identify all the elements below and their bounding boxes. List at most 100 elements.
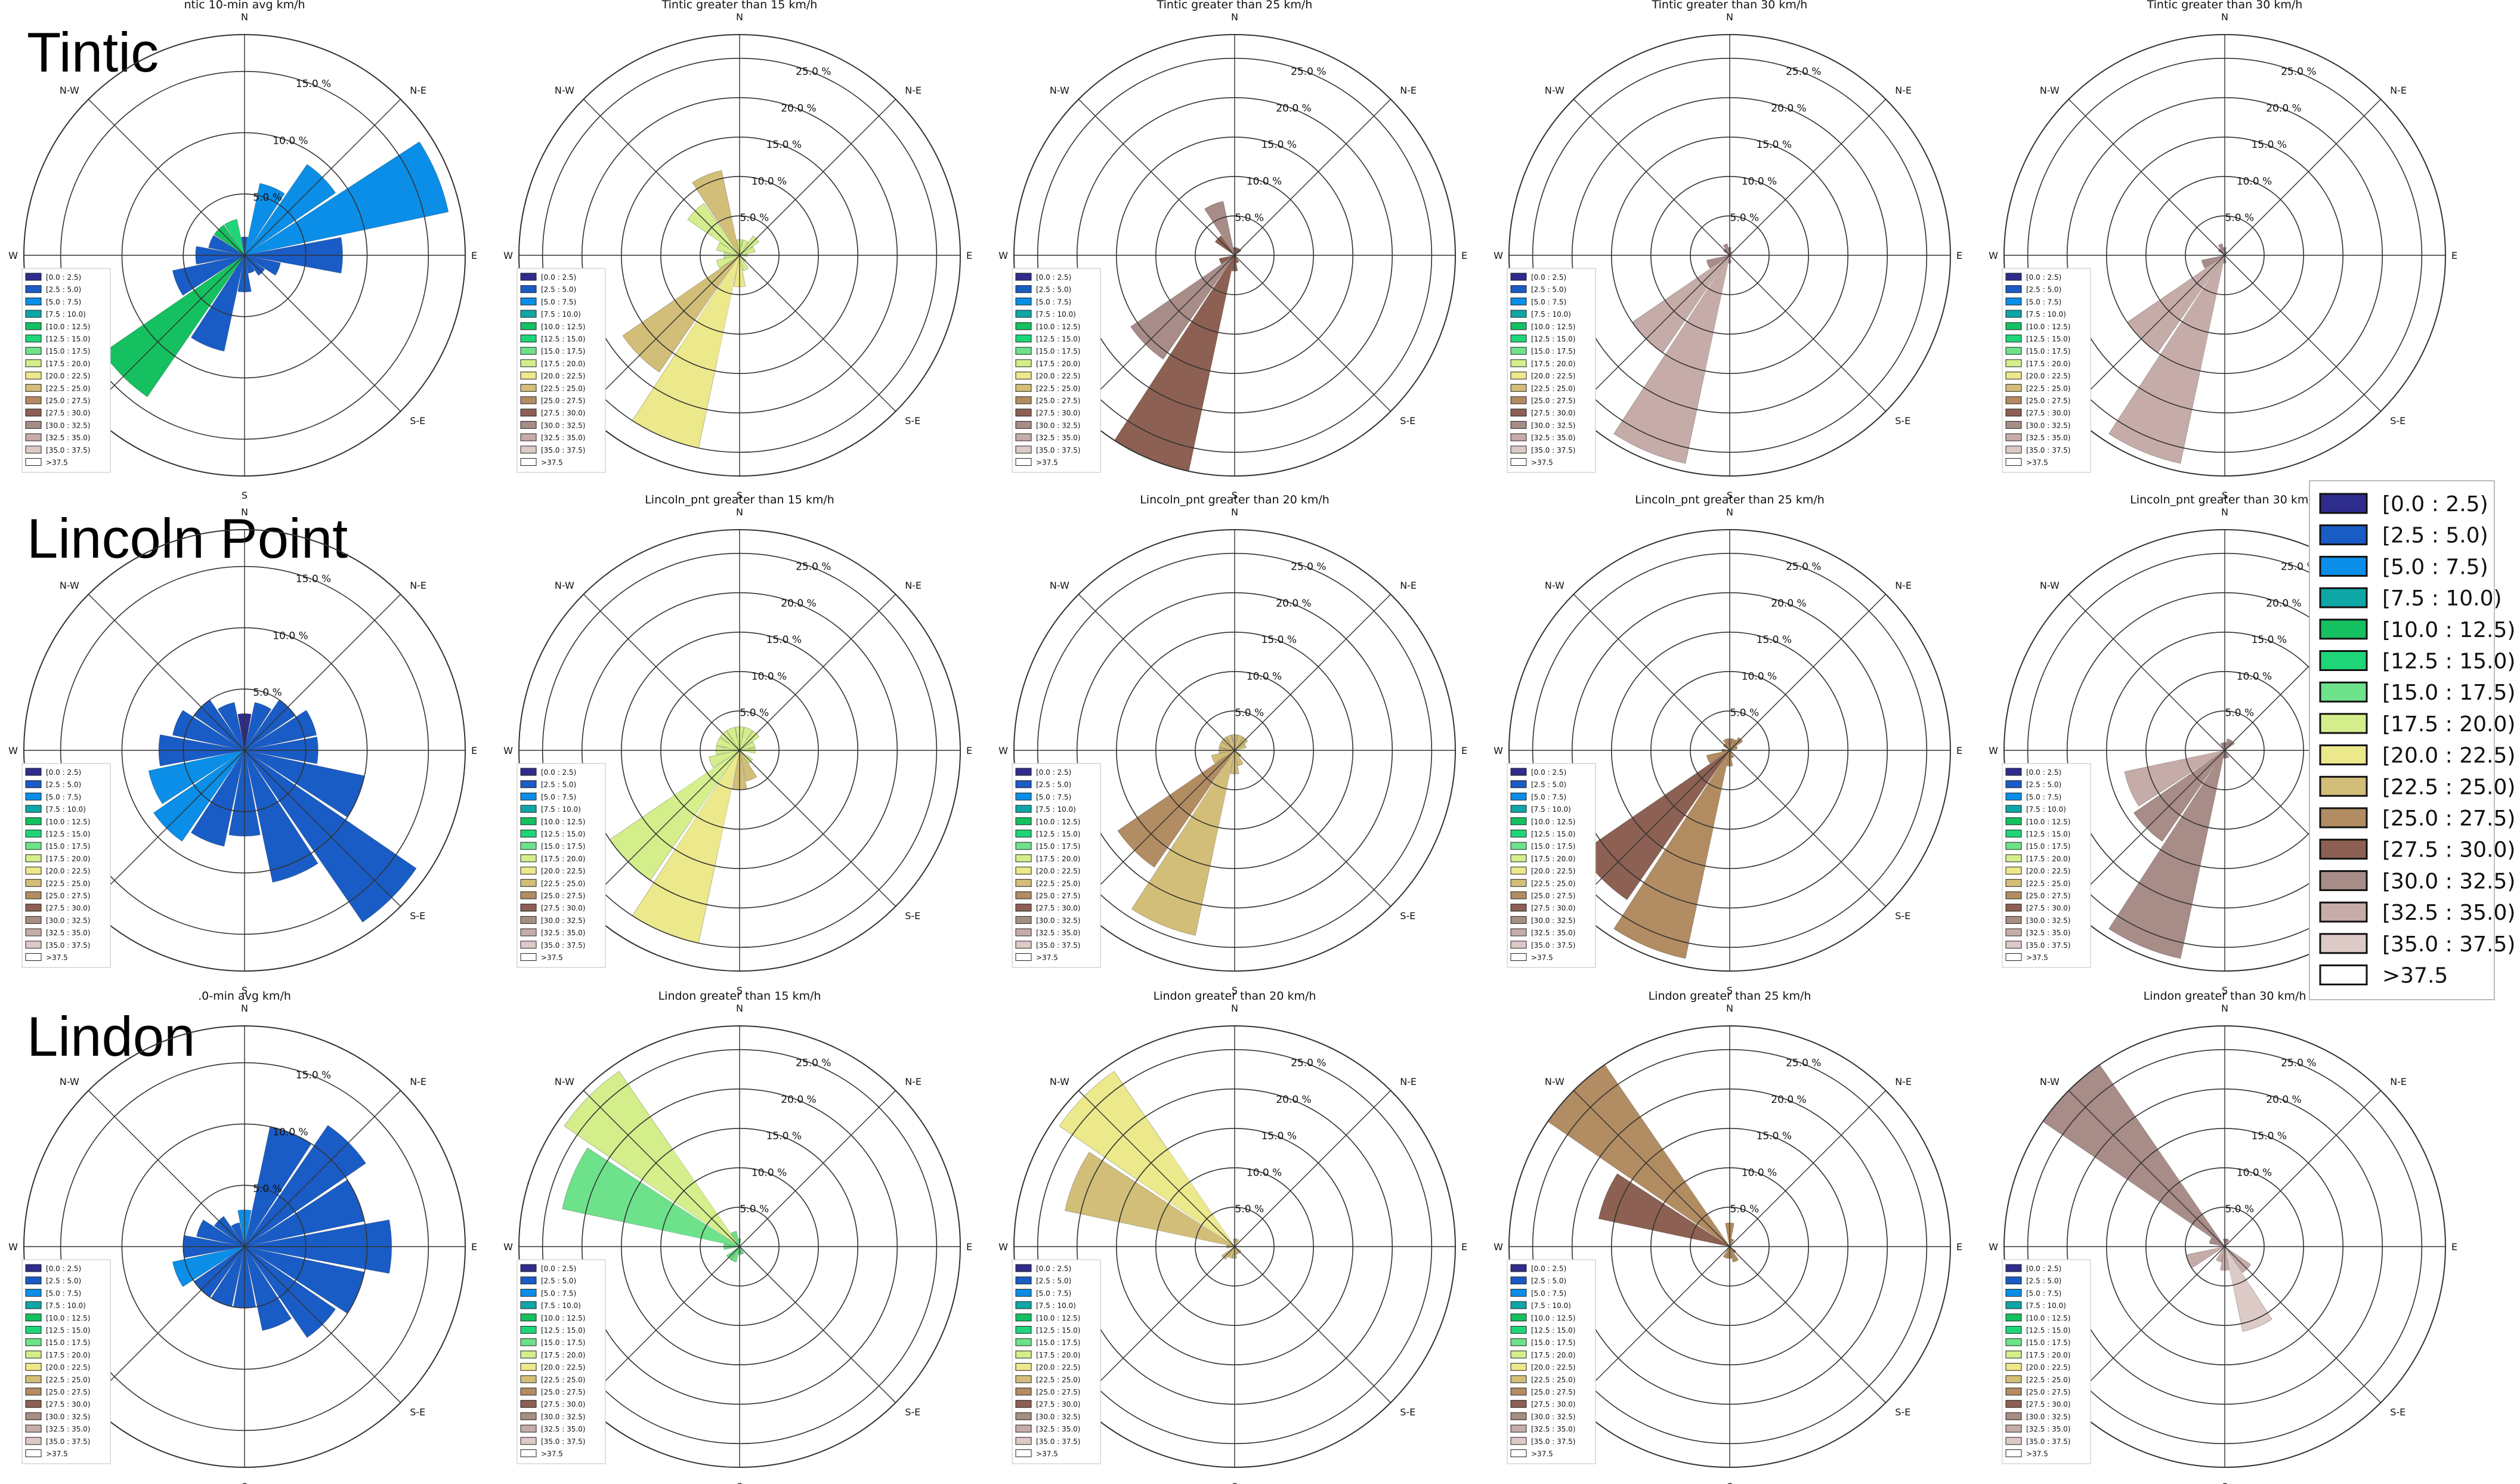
ring-label: 25.0 % (796, 66, 831, 78)
small-legend-swatch (2005, 384, 2022, 392)
windrose-sector-core (713, 208, 740, 255)
direction-label: W (8, 745, 18, 756)
ring-label: 20.0 % (2266, 103, 2301, 115)
small-legend-label: [12.5 : 15.0) (541, 830, 585, 839)
small-legend-swatch (25, 1375, 42, 1383)
small-legend-swatch (1510, 310, 1527, 318)
direction-label: E (966, 1241, 972, 1253)
direction-label: N (241, 11, 248, 23)
small-legend-swatch (2005, 297, 2022, 305)
small-legend-swatch (520, 830, 537, 837)
windrose-panel: 5.0 %10.0 %15.0 %20.0 %25.0 %NN-EES-ESS-… (1494, 0, 1962, 501)
legend-label: [30.0 : 32.5) (2382, 869, 2515, 894)
small-legend-swatch (1510, 916, 1527, 924)
small-legend-label: [30.0 : 32.5) (1036, 1412, 1080, 1421)
direction-label: S (1727, 490, 1733, 501)
small-legend-swatch (2005, 842, 2022, 850)
direction-label: N-W (555, 580, 574, 591)
ring-label: 25.0 % (1786, 561, 1821, 573)
small-legend-swatch (1510, 1301, 1527, 1309)
small-legend-label: [7.5 : 10.0) (46, 310, 86, 319)
direction-label: W (1494, 1241, 1503, 1253)
windrose-panel: 5.0 %10.0 %15.0 %20.0 %25.0 %NN-EES-ESS-… (503, 990, 972, 1484)
legend-label: [32.5 : 35.0) (2382, 901, 2515, 925)
windrose-panel: 5.0 %10.0 %15.0 %NN-EES-ESS-WWN-W[0.0 : … (8, 506, 477, 996)
small-legend-label: [2.5 : 5.0) (541, 286, 576, 294)
direction-label: S (2222, 1481, 2228, 1484)
small-legend-label: [27.5 : 30.0) (2026, 904, 2070, 913)
small-legend-swatch (25, 768, 42, 776)
direction-label: E (1461, 745, 1467, 756)
panel-title: Lincoln_pnt greater than 20 km/h (1140, 493, 1329, 506)
small-legend-label: [2.5 : 5.0) (1036, 781, 1071, 789)
ring-label: 20.0 % (781, 598, 816, 610)
windrose-sector-core (2220, 1247, 2225, 1256)
small-legend-swatch (25, 1288, 42, 1297)
small-legend-label: [0.0 : 2.5) (46, 273, 81, 282)
small-legend-label: [22.5 : 25.0) (46, 879, 90, 888)
small-legend-swatch (2005, 1276, 2022, 1285)
grid-spoke (583, 98, 740, 256)
small-legend-swatch (1015, 780, 1032, 789)
small-legend-swatch (2005, 273, 2022, 281)
windrose-sector-core (205, 1247, 245, 1269)
windrose-sector-core (1141, 1194, 1235, 1247)
windrose-sector-core (740, 737, 747, 750)
small-legend-swatch (25, 891, 42, 899)
grid-spoke (739, 593, 896, 751)
windrose-sector-core (245, 750, 311, 787)
small-legend-label: [25.0 : 27.5) (46, 397, 90, 405)
small-legend-label: [5.0 : 7.5) (541, 793, 576, 801)
small-legend-label: [20.0 : 22.5) (46, 1364, 90, 1372)
legend-swatch (2319, 839, 2368, 860)
small-legend-label: [35.0 : 37.5) (46, 1437, 90, 1446)
small-legend-label: [32.5 : 35.0) (2026, 1425, 2070, 1433)
small-legend-label: [35.0 : 37.5) (1036, 941, 1080, 950)
legend-swatch (2319, 933, 2368, 954)
small-legend-label: [2.5 : 5.0) (1036, 286, 1071, 294)
small-legend-swatch (1510, 891, 1527, 899)
small-legend-swatch (25, 916, 42, 924)
small-legend-label: [0.0 : 2.5) (1036, 768, 1071, 777)
small-legend-swatch (1015, 1424, 1032, 1433)
small-legend-label: >37.5 (2026, 1450, 2048, 1458)
small-legend-label: [17.5 : 20.0) (2026, 855, 2070, 863)
windrose-sector-core (726, 255, 740, 262)
site-label-lincoln-point: Lincoln Point (27, 507, 348, 570)
small-legend-swatch (25, 953, 42, 961)
grid-spoke (88, 593, 245, 751)
ring-label: 5.0 % (2225, 707, 2255, 719)
small-legend-swatch (520, 335, 537, 342)
direction-label: N-W (60, 580, 79, 591)
small-legend-swatch (520, 433, 537, 441)
ring-label: 20.0 % (1276, 1094, 1311, 1106)
direction-label: N-W (2040, 85, 2060, 96)
small-legend-swatch (1510, 1313, 1527, 1322)
small-legend-swatch (520, 1350, 537, 1359)
grid-spoke (1078, 593, 1235, 751)
small-legend-swatch (2005, 1313, 2022, 1322)
small-legend-label: [32.5 : 35.0) (541, 434, 585, 442)
small-legend-label: [0.0 : 2.5) (1531, 273, 1566, 282)
small-legend-swatch (520, 867, 537, 875)
ring-label: 5.0 % (2225, 212, 2255, 224)
direction-label: N (1726, 11, 1733, 23)
legend-swatch (2319, 650, 2368, 671)
windrose-sector-core (2225, 1247, 2251, 1294)
grid-spoke (1573, 1090, 1730, 1247)
windrose-sector-core (1658, 1206, 1730, 1247)
small-legend-label: [5.0 : 7.5) (541, 1289, 576, 1297)
legend-swatch (2319, 681, 2368, 703)
small-legend-swatch (1510, 372, 1527, 380)
grid-spoke (244, 593, 401, 751)
small-legend-swatch (25, 928, 42, 936)
direction-label: E (471, 745, 477, 756)
ring-label: 15.0 % (1261, 1130, 1297, 1142)
small-legend-swatch (1015, 879, 1032, 887)
small-legend-label: >37.5 (541, 954, 563, 962)
ring-label: 5.0 % (1235, 707, 1264, 719)
small-legend-swatch (25, 879, 42, 887)
grid-spoke (1234, 1090, 1392, 1247)
small-legend-swatch (1510, 285, 1527, 293)
direction-label: N (2221, 506, 2228, 518)
